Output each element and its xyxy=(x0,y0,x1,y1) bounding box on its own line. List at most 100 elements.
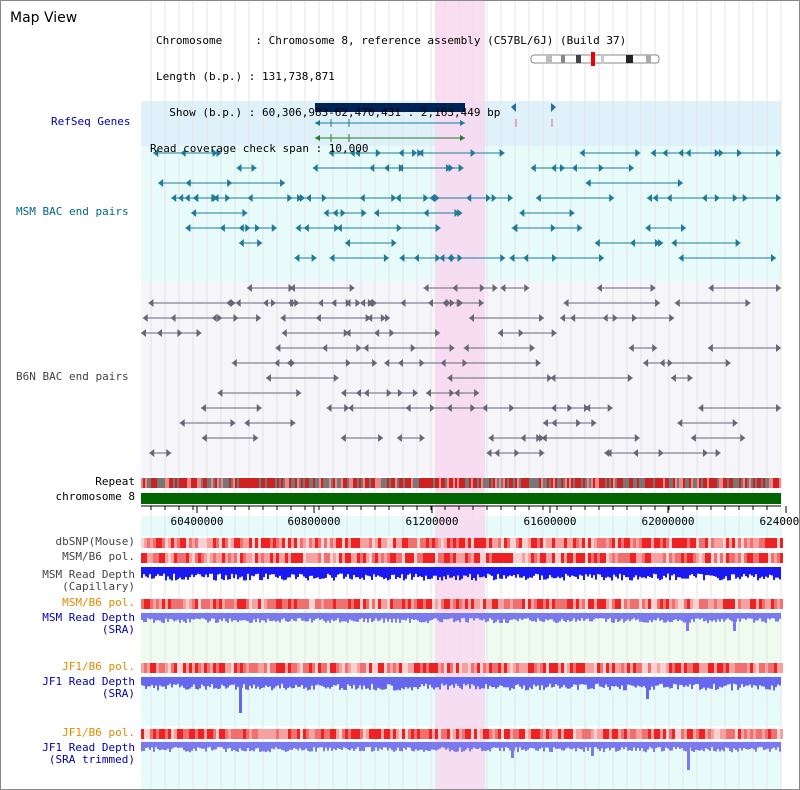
jf1-pol-segment xyxy=(456,663,459,673)
jf1-depth-sra xyxy=(433,677,435,690)
msm-depth-capillary xyxy=(771,567,773,576)
msm-pol2-segment xyxy=(393,599,396,609)
repeat-segment xyxy=(405,478,407,488)
msm-depth-capillary xyxy=(699,567,701,574)
label-msm-pol[interactable]: MSM/B6 pol. xyxy=(62,550,135,563)
msm-pol-segment xyxy=(618,553,621,563)
msm-pol-segment xyxy=(351,553,354,563)
repeat-segment xyxy=(617,478,619,488)
b6n-bac-pair-end xyxy=(497,329,503,337)
jf1-pol-segment xyxy=(774,663,777,673)
chromosome-info: Chromosome : Chromosome 8, reference ass… xyxy=(150,11,626,179)
msm-pol-segment xyxy=(717,553,720,563)
dbsnp-segment xyxy=(297,538,300,548)
msm-depth-capillary xyxy=(713,567,715,577)
msm-depth-sra xyxy=(581,613,583,619)
msm-pol-segment xyxy=(408,553,411,563)
dbsnp-segment xyxy=(351,538,354,548)
msm-depth-capillary xyxy=(381,567,383,578)
jf1-pol-segment xyxy=(162,663,165,673)
msm-depth-capillary xyxy=(455,567,457,580)
jf1-pol-segment xyxy=(630,663,633,673)
jf1-pol-segment xyxy=(705,663,708,673)
label-msm-pol-2[interactable]: MSM/B6 pol. xyxy=(62,596,135,609)
label-dbsnp[interactable]: dbSNP(Mouse) xyxy=(55,535,135,548)
jf1-depth-sra xyxy=(411,677,413,691)
msm-depth-sra xyxy=(213,613,215,619)
jf1-pol-segment xyxy=(249,663,252,673)
msm-depth-sra xyxy=(311,613,313,623)
repeat-segment xyxy=(191,478,193,488)
label-jf1-pol[interactable]: JF1/B6 pol. xyxy=(62,660,135,673)
b6n-bac-pair-end xyxy=(142,314,148,322)
jf1-depth-sra xyxy=(251,677,253,689)
jf1-pol-segment xyxy=(276,663,279,673)
repeat-segment xyxy=(715,478,717,488)
jf1-depth-sra xyxy=(435,677,437,688)
dbsnp-segment xyxy=(411,538,414,548)
label-jf1-pol-2[interactable]: JF1/B6 pol. xyxy=(62,726,135,739)
msm-pol2-segment xyxy=(675,599,678,609)
repeat-segment xyxy=(241,478,243,488)
dbsnp-segment xyxy=(348,538,351,548)
jf1-depth-sra xyxy=(231,677,233,685)
dbsnp-segment xyxy=(225,538,228,548)
dbsnp-segment xyxy=(753,538,756,548)
jf1-pol-segment xyxy=(447,663,450,673)
msm-depth-capillary xyxy=(383,567,385,580)
msm-pol2-segment xyxy=(429,599,432,609)
msm-pol2-segment xyxy=(762,599,765,609)
msm-bac-pair-end xyxy=(349,149,355,157)
repeat-segment xyxy=(239,478,241,488)
jf1-depth-trimmed xyxy=(213,742,215,750)
repeat-segment xyxy=(157,478,159,488)
jf1-depth-sra xyxy=(735,677,737,685)
msm-depth-capillary xyxy=(311,567,313,576)
jf1-depth-trimmed xyxy=(235,742,237,752)
label-msm-depth-sra[interactable]: MSM Read Depth (SRA) xyxy=(42,611,135,636)
jf1-depth-sra xyxy=(167,677,169,686)
jf1-pol-segment xyxy=(627,663,630,673)
msm-depth-sra xyxy=(465,613,467,623)
msm-depth-sra xyxy=(373,613,375,621)
msm-pol2-segment xyxy=(669,599,672,609)
repeat-segment xyxy=(341,478,343,488)
repeat-segment xyxy=(403,478,405,488)
label-msm-bac[interactable]: MSM BAC end pairs xyxy=(16,205,129,218)
msm-depth-sra xyxy=(669,613,671,623)
jf1-depth-sra xyxy=(485,677,487,685)
msm-pol-segment xyxy=(684,553,687,563)
msm-bac-pair-end xyxy=(662,149,668,157)
label-b6n-bac[interactable]: B6N BAC end pairs xyxy=(16,370,129,383)
jf1-depth-trimmed xyxy=(723,742,725,752)
msm-pol-segment xyxy=(321,553,324,563)
msm-pol-segment xyxy=(333,553,336,563)
msm-depth-sra xyxy=(543,613,545,623)
label-jf1-depth-sra[interactable]: JF1 Read Depth (SRA) xyxy=(42,675,135,700)
repeat-segment xyxy=(639,478,641,488)
jf1-depth-trimmed xyxy=(715,742,717,752)
repeat-segment xyxy=(737,478,739,488)
msm-bac-pair-end xyxy=(635,149,641,157)
jf1-depth-sra xyxy=(451,677,453,685)
jf1-pol-segment xyxy=(609,663,612,673)
jf1-depth-trimmed xyxy=(573,742,575,749)
dbsnp-segment xyxy=(228,538,231,548)
jf1-pol2-segment xyxy=(507,729,510,739)
msm-depth-capillary xyxy=(587,567,589,577)
repeat-segment xyxy=(453,478,455,488)
msm-pol2-segment xyxy=(738,599,741,609)
label-repeat[interactable]: Repeat xyxy=(95,475,135,488)
label-jf1-depth-trimmed[interactable]: JF1 Read Depth (SRA trimmed) xyxy=(42,741,135,766)
label-msm-depth-capillary[interactable]: MSM Read Depth (Capillary) xyxy=(42,568,135,593)
msm-depth-capillary xyxy=(505,567,507,579)
repeat-segment xyxy=(373,478,375,488)
jf1-pol2-segment xyxy=(222,729,225,739)
dbsnp-segment xyxy=(177,538,180,548)
msm-pol2-segment xyxy=(315,599,318,609)
jf1-depth-sra xyxy=(303,677,305,689)
label-refseq-genes[interactable]: RefSeq Genes xyxy=(51,115,131,128)
jf1-pol-segment xyxy=(750,663,753,673)
refseq-exon xyxy=(315,120,320,126)
jf1-pol-segment xyxy=(315,663,318,673)
